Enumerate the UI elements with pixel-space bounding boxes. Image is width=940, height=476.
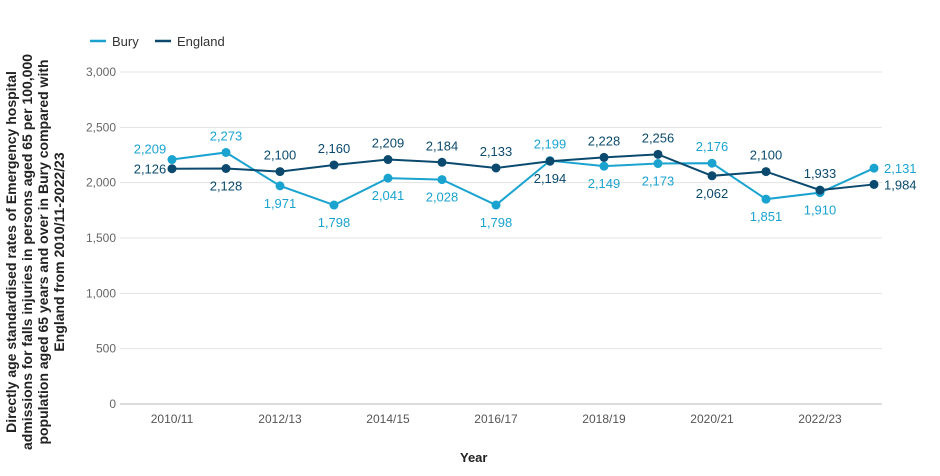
data-label: 2,100 (264, 148, 297, 163)
series-line-bury (171, 151, 875, 207)
y-tick-label: 1,000 (86, 286, 116, 300)
data-label: 2,209 (134, 142, 167, 157)
x-tick-label: 2010/11 (151, 412, 194, 426)
data-label: 2,199 (534, 137, 567, 152)
y-axis-label: Directly age standardised rates of Emerg… (3, 53, 67, 451)
data-label: 2,100 (750, 148, 783, 163)
data-label: 2,062 (696, 186, 729, 201)
data-point (599, 161, 609, 171)
data-point (167, 155, 177, 165)
data-label: 2,126 (134, 162, 167, 177)
data-point (599, 152, 609, 162)
legend-label: Bury (112, 34, 139, 49)
data-point (167, 164, 177, 174)
y-tick-label: 3,000 (86, 65, 116, 79)
data-label: 2,149 (588, 176, 621, 191)
data-point (761, 194, 771, 204)
data-point (653, 159, 663, 169)
data-label: 1,971 (264, 196, 297, 211)
y-tick-label: 500 (96, 342, 116, 356)
data-point (221, 164, 231, 174)
y-tick-label: 0 (109, 397, 116, 411)
data-point (707, 158, 717, 168)
data-point (869, 179, 879, 189)
legend-label: England (177, 34, 225, 49)
data-point (491, 200, 501, 210)
data-label: 2,256 (642, 130, 675, 145)
data-label: 2,228 (588, 133, 621, 148)
data-label: 2,209 (372, 136, 405, 151)
data-label: 2,041 (372, 188, 405, 203)
x-tick-label: 2020/21 (690, 412, 734, 426)
data-label: 2,176 (696, 139, 729, 154)
data-label: 2,131 (884, 161, 917, 176)
data-point (437, 175, 447, 185)
data-point (761, 167, 771, 177)
data-point (815, 185, 825, 195)
x-axis-label: Year (460, 450, 488, 465)
data-label: 1,933 (804, 166, 837, 181)
data-label: 1,798 (318, 215, 351, 230)
x-tick-label: 2022/23 (798, 412, 842, 426)
data-label: 2,160 (318, 141, 351, 156)
data-label: 2,133 (480, 144, 513, 159)
series-line-england (171, 153, 875, 192)
data-label: 1,798 (480, 215, 513, 230)
data-point (383, 173, 393, 183)
data-point (707, 171, 717, 181)
data-point (653, 149, 663, 159)
data-point (383, 155, 393, 165)
x-tick-label: 2014/15 (366, 412, 410, 426)
x-tick-label: 2018/19 (582, 412, 626, 426)
data-label: 1,910 (804, 203, 837, 218)
data-label: 2,173 (642, 174, 675, 189)
y-tick-label: 1,500 (86, 231, 116, 245)
y-tick-label: 2,000 (86, 176, 116, 190)
data-label: 1,851 (750, 209, 783, 224)
data-point (275, 181, 285, 191)
data-label: 2,128 (210, 179, 243, 194)
y-tick-label: 2,500 (86, 120, 116, 134)
data-label: 1,984 (884, 177, 917, 192)
x-tick-label: 2012/13 (258, 412, 302, 426)
data-point (545, 156, 555, 166)
x-tick-label: 2016/17 (474, 412, 518, 426)
data-point (329, 160, 339, 170)
data-point (491, 163, 501, 173)
data-point (275, 167, 285, 177)
data-label: 2,184 (426, 138, 459, 153)
data-point (329, 200, 339, 210)
data-label: 2,273 (210, 128, 243, 143)
data-label: 2,028 (426, 190, 459, 205)
data-point (437, 157, 447, 167)
data-point (869, 163, 879, 173)
data-label: 2,194 (534, 171, 567, 186)
data-point (221, 147, 231, 157)
